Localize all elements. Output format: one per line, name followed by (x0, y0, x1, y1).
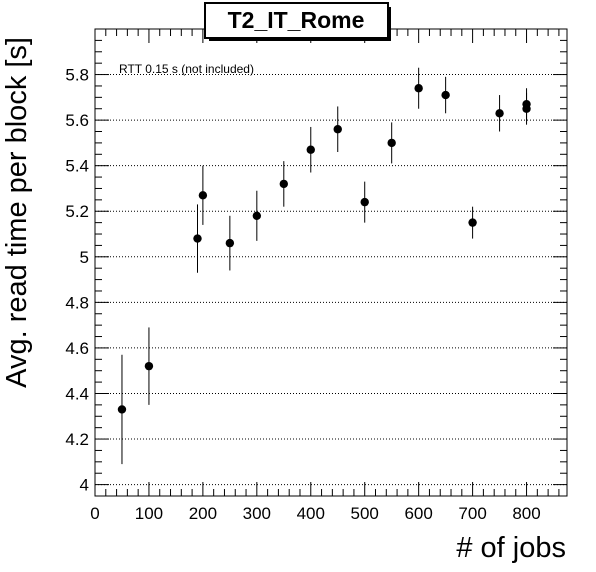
data-point (279, 161, 288, 207)
data-point (360, 181, 369, 223)
rtt-annotation: RTT 0.15 s (not included) (119, 62, 254, 76)
y-tick-labels: 4 4.2 4.4 4.6 4.8 5 5.2 5.4 5.6 5.8 (65, 66, 89, 495)
point-marker (522, 99, 531, 109)
x-tick-label: 200 (189, 504, 217, 523)
point-marker (144, 361, 154, 371)
x-tick-label: 0 (90, 504, 99, 523)
data-point (468, 206, 477, 239)
x-tick-label: 400 (297, 504, 325, 523)
y-tick-label: 5 (80, 248, 89, 267)
data-point (333, 106, 342, 153)
plot-frame (94, 28, 568, 497)
y-tick-label: 4.4 (65, 384, 89, 403)
x-tick-label: 100 (135, 504, 163, 523)
x-tick-label: 500 (351, 504, 379, 523)
data-points (117, 67, 531, 465)
y-axis-label: Avg. read time per block [s] (1, 37, 33, 388)
point-marker (117, 405, 127, 414)
data-point (522, 88, 531, 121)
title-box: T2_IT_Rome (204, 2, 391, 41)
data-point (117, 354, 127, 465)
grid-lines (95, 74, 567, 486)
point-marker (306, 145, 315, 154)
point-marker (198, 191, 208, 200)
point-marker (414, 84, 423, 93)
chart-title: T2_IT_Rome (228, 7, 365, 33)
x-axis-label: # of jobs (456, 532, 566, 564)
y-tick-label: 4.8 (65, 293, 89, 312)
data-point (144, 327, 154, 405)
point-marker (252, 211, 262, 220)
point-marker (441, 90, 450, 100)
data-point (193, 204, 202, 273)
data-point (441, 76, 450, 114)
x-tick-label: 600 (404, 504, 432, 523)
point-marker (387, 138, 396, 148)
point-marker (333, 125, 342, 134)
data-point (198, 165, 208, 225)
data-point (306, 126, 315, 173)
data-point (414, 67, 423, 109)
y-tick-label: 4.6 (65, 339, 89, 358)
data-point (495, 95, 504, 132)
x-tick-label: 800 (512, 504, 540, 523)
data-point (387, 122, 396, 164)
y-tick-label: 4 (80, 476, 89, 495)
x-tick-labels: 0 100 200 300 400 500 600 700 800 (90, 504, 540, 523)
point-marker (360, 197, 369, 207)
point-marker (468, 218, 477, 227)
y-tick-label: 5.4 (65, 157, 89, 176)
axis-ticks (94, 28, 567, 497)
y-tick-label: 5.8 (65, 66, 89, 85)
x-tick-label: 300 (243, 504, 271, 523)
point-marker (279, 179, 288, 189)
point-marker (495, 109, 504, 118)
data-point (225, 215, 235, 271)
point-marker (225, 238, 235, 248)
data-point (252, 190, 262, 241)
point-marker (193, 234, 202, 243)
y-tick-label: 5.6 (65, 111, 89, 130)
x-tick-label: 700 (458, 504, 486, 523)
y-tick-label: 5.2 (65, 202, 89, 221)
y-tick-label: 4.2 (65, 430, 89, 449)
